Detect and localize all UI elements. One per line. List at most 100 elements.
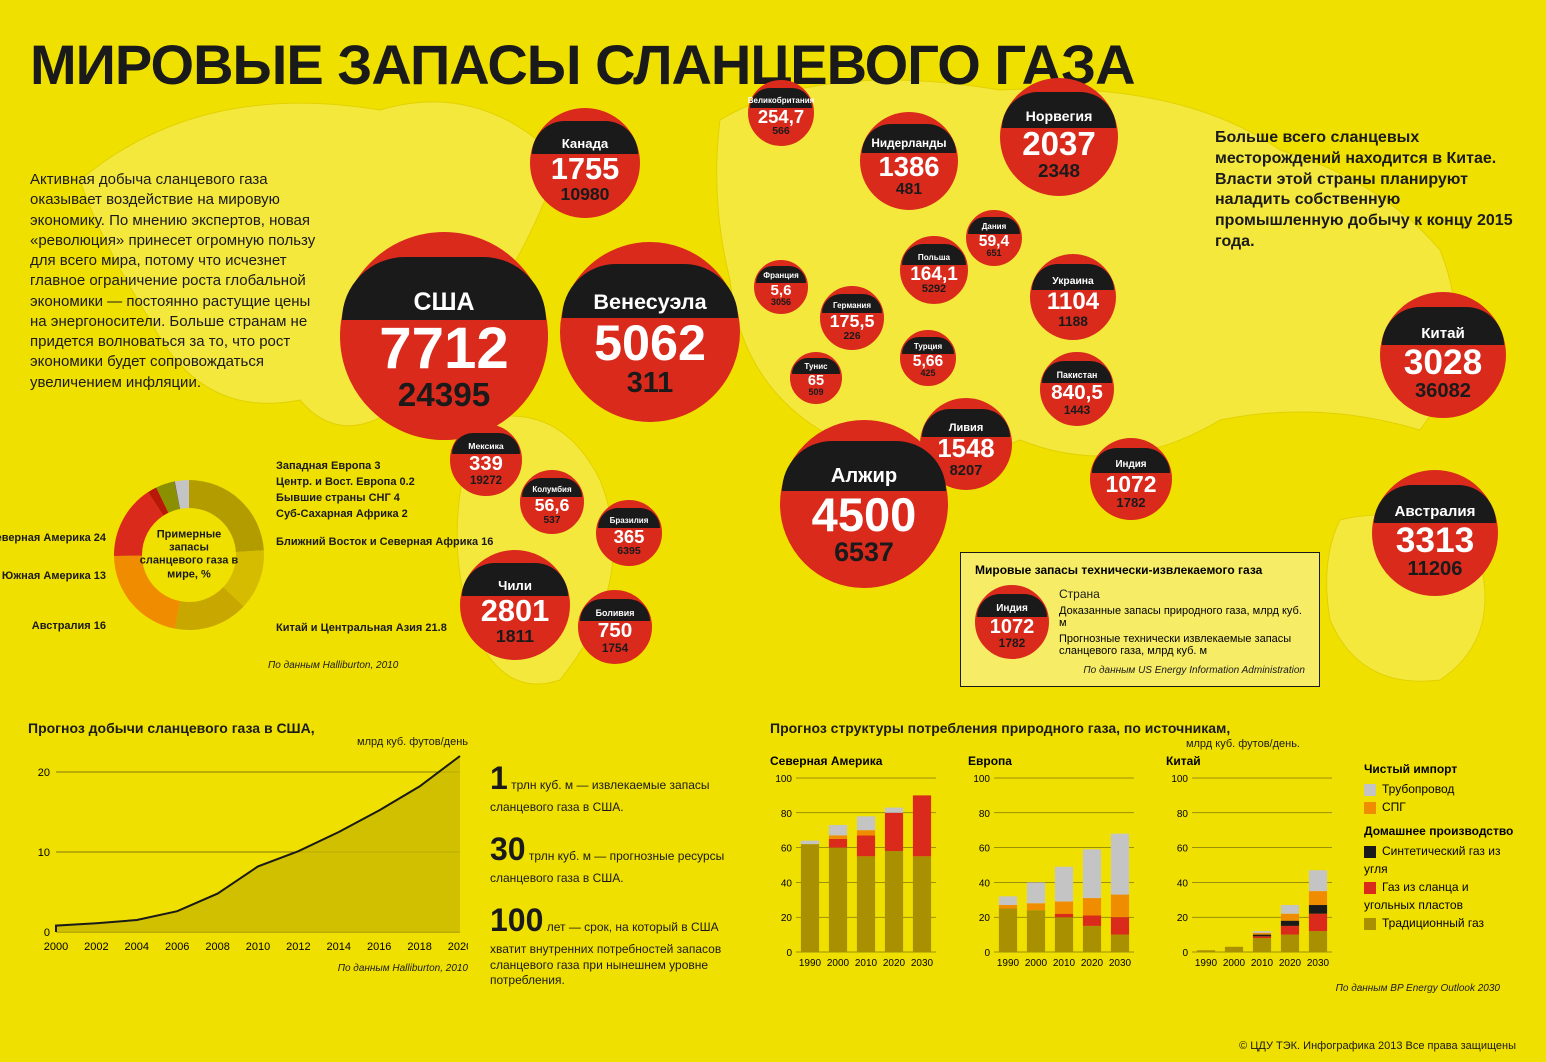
donut-label: Ближний Восток и Северная Африка 16 — [276, 536, 493, 548]
country-bubble-Нидерланды: Нидерланды1386481 — [860, 112, 958, 210]
side-note-china: Больше всего сланцевых месторождений нах… — [1215, 128, 1515, 253]
consumption-forecast-charts: Прогноз структуры потребления природного… — [770, 720, 1520, 994]
stacked-legend: Чистый импортТрубопроводСПГДомашнее прои… — [1364, 754, 1520, 977]
svg-text:20: 20 — [781, 913, 793, 924]
svg-text:2006: 2006 — [165, 941, 189, 953]
svg-text:2030: 2030 — [1307, 958, 1330, 969]
svg-text:80: 80 — [1177, 809, 1189, 820]
legend-row-proven: Доказанные запасы природного газа, млрд … — [1059, 605, 1305, 629]
country-bubble-Колумбия: Колумбия56,6537 — [520, 470, 584, 534]
donut-label: Центр. и Вост. Европа 0.2 — [276, 476, 415, 488]
svg-text:2030: 2030 — [911, 958, 934, 969]
svg-text:1990: 1990 — [997, 958, 1020, 969]
svg-text:80: 80 — [979, 809, 991, 820]
donut-label: Китай и Центральная Азия 21.8 — [276, 622, 447, 634]
stacked-unit: млрд куб. футов/день. — [770, 738, 1520, 750]
donut-source: По данным Halliburton, 2010 — [268, 660, 398, 671]
svg-text:2012: 2012 — [286, 941, 310, 953]
country-bubble-Пакистан: Пакистан840,51443 — [1040, 352, 1114, 426]
svg-text:2010: 2010 — [1053, 958, 1076, 969]
svg-text:60: 60 — [979, 844, 991, 855]
svg-text:40: 40 — [979, 878, 991, 889]
donut-label: Северная Америка 24 — [0, 532, 106, 544]
svg-text:2000: 2000 — [827, 958, 850, 969]
donut-label: Бывшие страны СНГ 4 — [276, 492, 400, 504]
country-bubble-Украина: Украина11041188 — [1030, 254, 1116, 340]
intro-paragraph: Активная добыча сланцевого газа оказывае… — [30, 170, 330, 393]
svg-text:40: 40 — [1177, 878, 1189, 889]
country-bubble-Канада: Канада175510980 — [530, 108, 640, 218]
stacked-chart-Китай: Китай02040608010019902000201020202030 — [1166, 754, 1336, 977]
country-bubble-Германия: Германия175,5226 — [820, 286, 884, 350]
country-bubble-Великобритания: Великобритания254,7566 — [748, 80, 814, 146]
svg-text:10: 10 — [38, 847, 50, 859]
stacked-source: По данным BP Energy Outlook 2030 — [770, 983, 1520, 994]
svg-text:2000: 2000 — [44, 941, 68, 953]
fact-item: 100 лет — срок, на который в США хватит … — [490, 900, 740, 988]
us-production-line-chart: Прогноз добычи сланцевого газа в США, мл… — [28, 720, 468, 974]
svg-text:2004: 2004 — [125, 941, 149, 953]
country-bubble-Франция: Франция5,63056 — [754, 260, 808, 314]
donut-chart: Примерные запасы сланцевого газа в мире,… — [112, 478, 266, 632]
svg-text:2000: 2000 — [1025, 958, 1048, 969]
country-bubble-Китай: Китай302836082 — [1380, 292, 1506, 418]
svg-text:60: 60 — [1177, 844, 1189, 855]
svg-text:20: 20 — [38, 767, 50, 779]
svg-text:2020: 2020 — [448, 941, 468, 953]
stacked-chart-Европа: Европа02040608010019902000201020202030 — [968, 754, 1138, 977]
donut-label: Суб-Сахарная Африка 2 — [276, 508, 408, 520]
svg-text:100: 100 — [973, 774, 990, 785]
svg-text:2010: 2010 — [855, 958, 878, 969]
line-chart-unit: млрд куб. футов/день — [28, 736, 468, 748]
svg-text:2014: 2014 — [327, 941, 351, 953]
stacked-title: Прогноз структуры потребления природного… — [770, 720, 1520, 736]
svg-text:2020: 2020 — [1081, 958, 1104, 969]
svg-text:0: 0 — [984, 948, 990, 959]
svg-text:2002: 2002 — [84, 941, 108, 953]
key-facts: 1 трлн куб. м — извлекаемые запасы сланц… — [490, 758, 740, 1003]
country-bubble-Турция: Турция5,66425 — [900, 330, 956, 386]
svg-text:2020: 2020 — [1279, 958, 1302, 969]
country-bubble-США: США771224395 — [340, 232, 548, 440]
svg-text:0: 0 — [1182, 948, 1188, 959]
svg-text:2018: 2018 — [407, 941, 431, 953]
svg-text:100: 100 — [1171, 774, 1188, 785]
svg-text:2010: 2010 — [246, 941, 270, 953]
svg-text:0: 0 — [786, 948, 792, 959]
map-legend-box: Мировые запасы технически-извлекаемого г… — [960, 552, 1320, 687]
svg-text:100: 100 — [775, 774, 792, 785]
country-bubble-Австралия: Австралия331311206 — [1372, 470, 1498, 596]
country-bubble-Норвегия: Норвегия20372348 — [1000, 78, 1118, 196]
line-chart-title: Прогноз добычи сланцевого газа в США, — [28, 720, 468, 736]
svg-text:0: 0 — [44, 927, 50, 939]
main-title: МИРОВЫЕ ЗАПАСЫ СЛАНЦЕВОГО ГАЗА — [30, 38, 1135, 91]
svg-text:1990: 1990 — [1195, 958, 1218, 969]
svg-text:20: 20 — [979, 913, 991, 924]
country-bubble-Индия: Индия10721782 — [1090, 438, 1172, 520]
svg-text:80: 80 — [781, 809, 793, 820]
legend-row-shale: Прогнозные технически извлекаемые запасы… — [1059, 633, 1305, 657]
stacked-chart-Северная Америка: Северная Америка020406080100199020002010… — [770, 754, 940, 977]
svg-text:2008: 2008 — [205, 941, 229, 953]
donut-center-label: Примерные запасы сланцевого газа в мире,… — [139, 529, 239, 582]
line-chart-source: По данным Halliburton, 2010 — [28, 963, 468, 974]
country-bubble-Мексика: Мексика33919272 — [450, 424, 522, 496]
svg-text:2016: 2016 — [367, 941, 391, 953]
country-bubble-Венесуэла: Венесуэла5062311 — [560, 242, 740, 422]
legend-row-country: Страна — [1059, 587, 1305, 601]
svg-text:60: 60 — [781, 844, 793, 855]
map-legend-source: По данным US Energy Information Administ… — [975, 665, 1305, 676]
svg-text:1990: 1990 — [799, 958, 822, 969]
country-bubble-Дания: Дания59,4651 — [966, 210, 1022, 266]
svg-text:20: 20 — [1177, 913, 1189, 924]
fact-item: 30 трлн куб. м — прогнозные ресурсы слан… — [490, 829, 740, 886]
fact-item: 1 трлн куб. м — извлекаемые запасы сланц… — [490, 758, 740, 815]
country-bubble-Польша: Польша164,15292 — [900, 236, 968, 304]
country-bubble-Алжир: Алжир45006537 — [780, 420, 948, 588]
svg-text:2010: 2010 — [1251, 958, 1274, 969]
donut-label: Австралия 16 — [32, 620, 106, 632]
map-legend-title: Мировые запасы технически-извлекаемого г… — [975, 563, 1305, 577]
donut-label: Южная Америка 13 — [2, 570, 106, 582]
donut-label: Западная Европа 3 — [276, 460, 380, 472]
country-bubble-Чили: Чили28011811 — [460, 550, 570, 660]
